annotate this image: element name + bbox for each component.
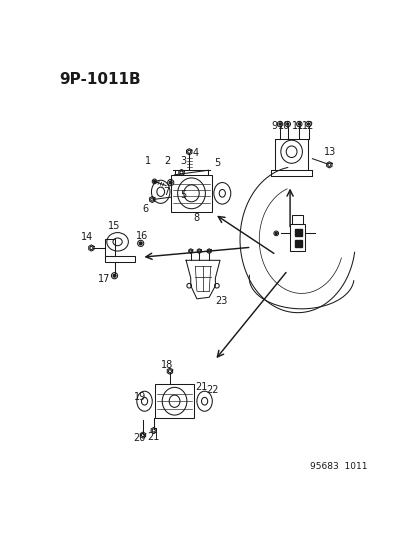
Text: 95683  1011: 95683 1011 (310, 462, 367, 471)
Text: 15: 15 (108, 221, 121, 231)
Bar (295, 240, 302, 247)
Text: 22: 22 (206, 385, 219, 395)
Text: 1: 1 (144, 156, 151, 166)
Text: 21: 21 (195, 382, 208, 392)
Circle shape (169, 181, 172, 184)
Text: 23: 23 (215, 296, 228, 306)
Text: 8: 8 (194, 213, 200, 223)
Text: 9P-1011B: 9P-1011B (59, 72, 141, 87)
Bar (155, 384, 194, 418)
Text: 7: 7 (163, 187, 169, 197)
Bar (171, 175, 212, 212)
Text: 14: 14 (81, 232, 93, 242)
Circle shape (275, 232, 277, 235)
Text: 3: 3 (181, 156, 187, 166)
Circle shape (287, 123, 289, 125)
Text: 21: 21 (148, 432, 160, 442)
Text: 13: 13 (324, 147, 336, 157)
Bar (293, 215, 303, 224)
Circle shape (154, 180, 156, 183)
Text: 20: 20 (134, 433, 146, 443)
Text: 9: 9 (271, 120, 278, 131)
Text: 11: 11 (292, 120, 304, 131)
Bar (290, 224, 305, 251)
Text: 2: 2 (164, 156, 171, 166)
Bar (105, 256, 135, 262)
Text: 17: 17 (98, 274, 111, 284)
Text: 19: 19 (134, 392, 146, 402)
Text: 5: 5 (214, 158, 220, 167)
Circle shape (139, 242, 142, 245)
Text: 10: 10 (278, 120, 290, 131)
Text: 16: 16 (136, 231, 148, 241)
Circle shape (298, 123, 300, 125)
Circle shape (308, 123, 310, 125)
Bar (105, 239, 115, 256)
Circle shape (113, 274, 116, 277)
Bar (295, 229, 302, 236)
Text: 4: 4 (192, 148, 198, 158)
Circle shape (279, 123, 281, 125)
Text: 6: 6 (142, 204, 149, 214)
Text: 5: 5 (180, 190, 186, 200)
Text: 18: 18 (161, 360, 173, 370)
Text: 12: 12 (303, 120, 315, 131)
